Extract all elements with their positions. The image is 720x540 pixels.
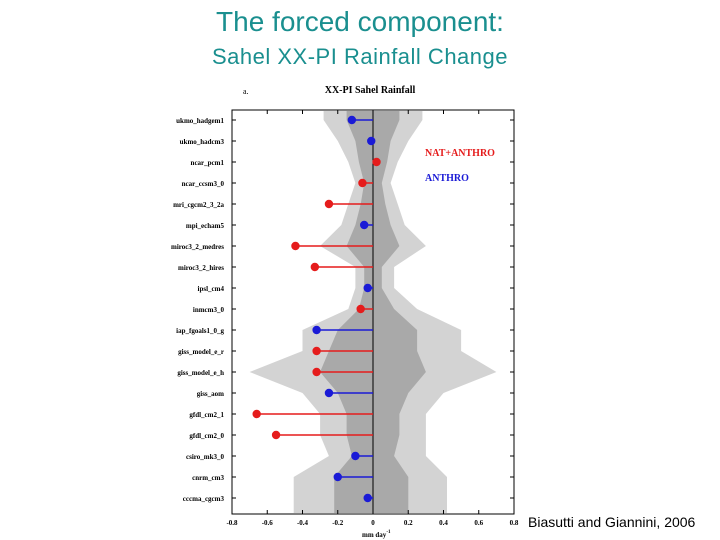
- point-giss_model_e_r: [312, 346, 321, 356]
- x-tick-label-4: 0: [371, 519, 375, 527]
- point-mpi_echam5: [359, 220, 369, 230]
- model-label-gfdl_cm2_1: gfdl_cm2_1: [189, 411, 224, 419]
- point-ukmo_hadcm3: [367, 136, 376, 146]
- point-miroc3_2_medres: [291, 241, 300, 251]
- point-ncar_pcm1: [372, 157, 381, 167]
- model-label-mpi_echam5: mpi_echam5: [186, 222, 225, 230]
- model-label-ncar_ccsm3_0: ncar_ccsm3_0: [182, 180, 225, 188]
- model-label-cnrm_cm3: cnrm_cm3: [192, 474, 224, 482]
- model-label-mri_cgcm2_3_2a: mri_cgcm2_3_2a: [173, 201, 224, 209]
- model-label-giss_aom: giss_aom: [197, 390, 224, 398]
- x-axis-exponent: -1: [386, 530, 391, 535]
- panel-label: a.: [243, 87, 249, 96]
- point-cnrm_cm3: [333, 472, 342, 482]
- x-tick-label-7: 0.6: [474, 519, 483, 527]
- model-label-miroc3_2_hires: miroc3_2_hires: [178, 264, 224, 272]
- point-csiro_mk3_0: [351, 451, 360, 461]
- model-label-giss_model_e_r: giss_model_e_r: [178, 348, 224, 356]
- model-label-iap_fgoals1_0_g: iap_fgoals1_0_g: [176, 327, 224, 335]
- x-axis-unit: mm day: [362, 531, 387, 539]
- point-ncar_ccsm3_0: [358, 178, 367, 188]
- point-miroc3_2_hires: [310, 262, 320, 272]
- x-tick-label-5: 0.2: [404, 519, 413, 527]
- x-axis-label: mm day-1: [362, 530, 391, 539]
- point-gfdl_cm2_0: [271, 430, 281, 440]
- point-inmcm3_0: [356, 304, 365, 314]
- model-label-giss_model_e_h: giss_model_e_h: [177, 369, 224, 377]
- point-mri_cgcm2_3_2a: [324, 199, 334, 209]
- model-label-csiro_mk3_0: csiro_mk3_0: [186, 453, 224, 461]
- model-label-miroc3_2_medres: miroc3_2_medres: [171, 243, 224, 251]
- page-title: The forced component:: [216, 6, 504, 37]
- model-label-ipsl_cm4: ipsl_cm4: [198, 285, 225, 293]
- point-iap_fgoals1_0_g: [312, 325, 321, 335]
- x-tick-label-1: -0.6: [262, 519, 274, 527]
- legend-nat-anthro: NAT+ANTHRO: [425, 148, 495, 159]
- model-label-ukmo_hadgem1: ukmo_hadgem1: [176, 117, 224, 125]
- point-giss_model_e_h: [312, 367, 321, 377]
- x-tick-label-6: 0.4: [439, 519, 448, 527]
- point-gfdl_cm2_1: [252, 409, 261, 419]
- model-label-gfdl_cm2_0: gfdl_cm2_0: [189, 432, 224, 440]
- model-label-ncar_pcm1: ncar_pcm1: [191, 159, 225, 167]
- model-label-ukmo_hadcm3: ukmo_hadcm3: [180, 138, 225, 146]
- x-tick-label-2: -0.4: [297, 519, 309, 527]
- point-cccma_cgcm3: [363, 493, 372, 503]
- legend-anthro: ANTHRO: [425, 173, 469, 184]
- point-ukmo_hadgem1: [347, 115, 357, 125]
- chart-title: XX-PI Sahel Rainfall: [325, 85, 416, 96]
- x-tick-label-0: -0.8: [226, 519, 238, 527]
- credit-text: Biasutti and Giannini, 2006: [528, 514, 696, 530]
- page-subtitle: Sahel XX-PI Rainfall Change: [212, 44, 508, 69]
- model-label-inmcm3_0: inmcm3_0: [193, 306, 225, 314]
- model-label-cccma_cgcm3: cccma_cgcm3: [183, 495, 225, 503]
- point-giss_aom: [324, 388, 334, 398]
- x-tick-label-8: 0.8: [510, 519, 519, 527]
- x-tick-label-3: -0.2: [332, 519, 344, 527]
- point-ipsl_cm4: [363, 283, 372, 293]
